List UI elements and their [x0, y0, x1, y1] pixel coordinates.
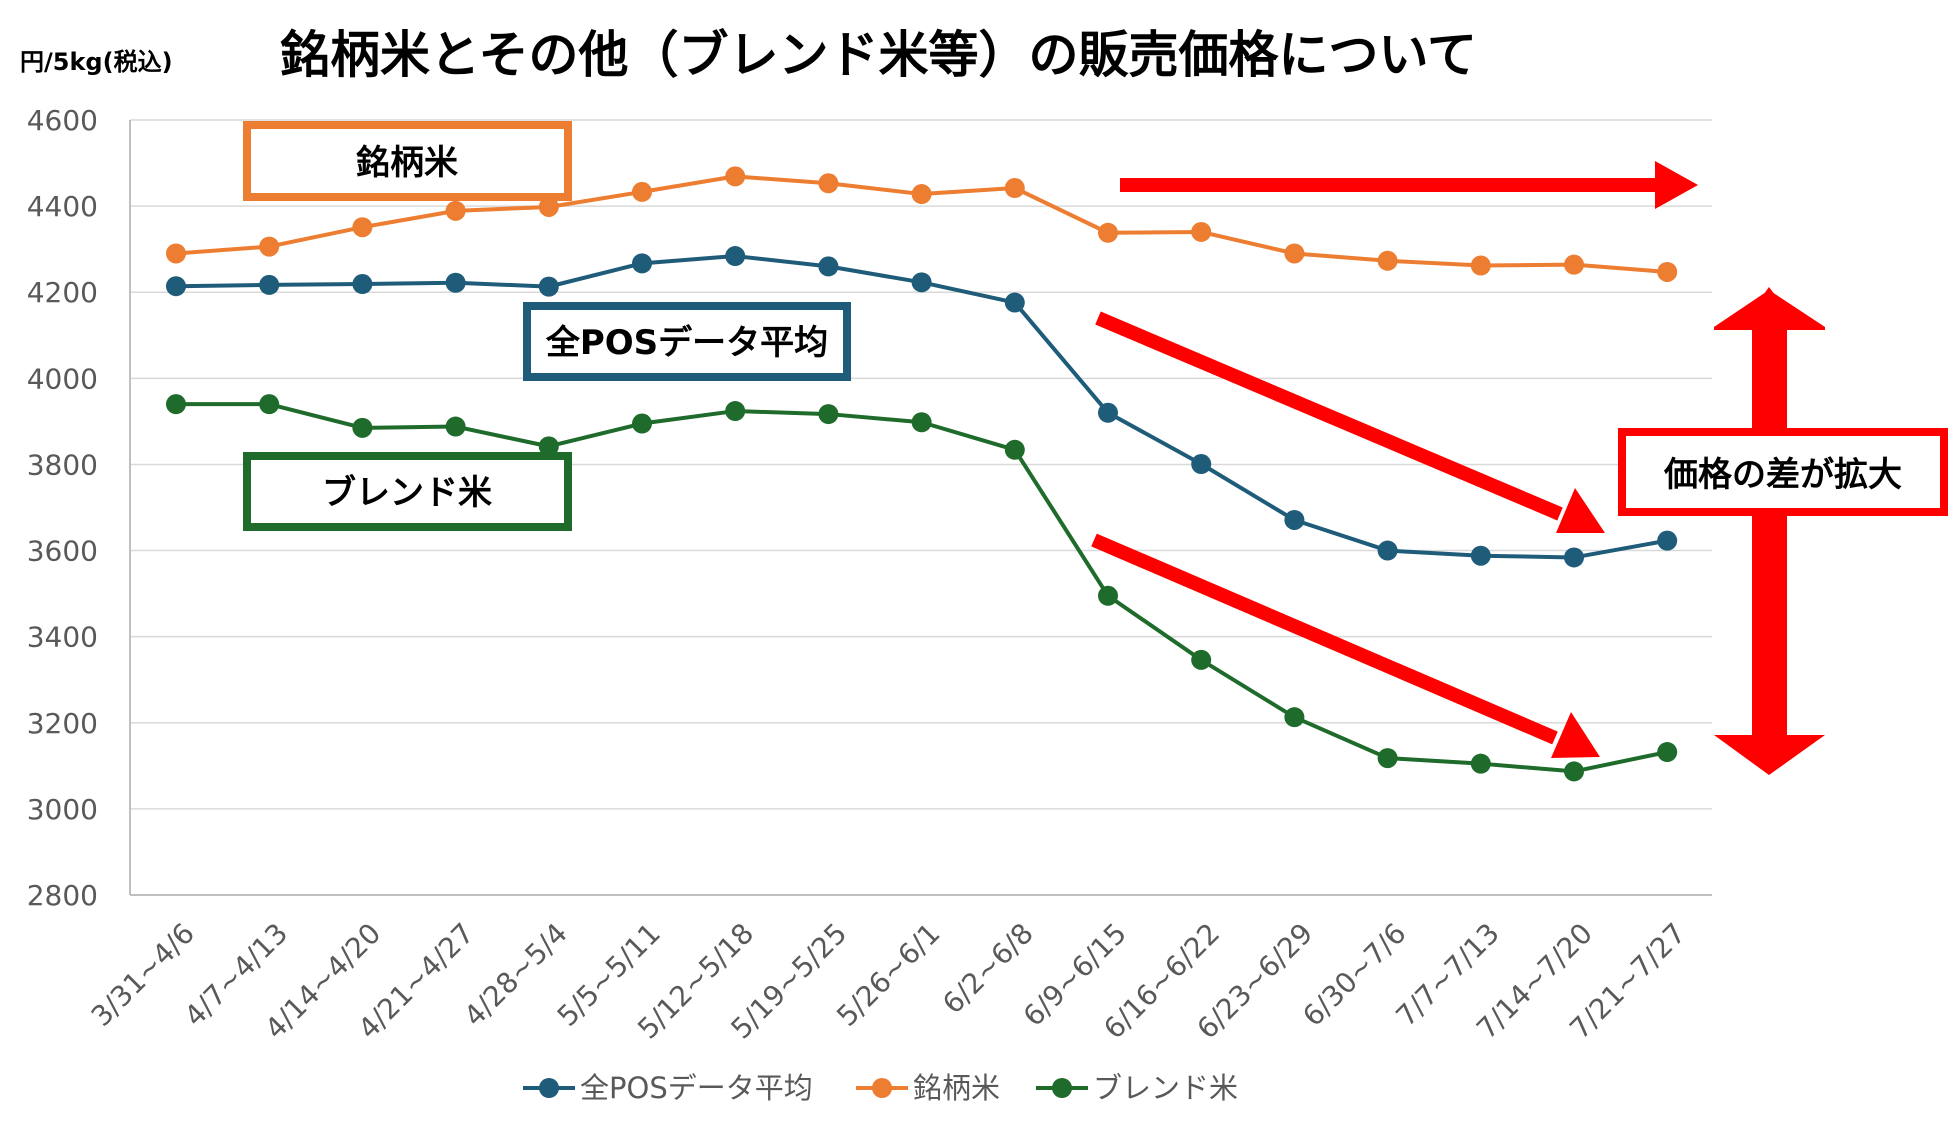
data-point-blend: [911, 412, 932, 433]
x-tick-labels: 3/31~4/64/7~4/134/14~4/204/21~4/274/28~5…: [85, 917, 1692, 1046]
data-point-blend: [1004, 439, 1025, 460]
data-point-all_pos: [1098, 402, 1118, 423]
brand-label-text: 銘柄米: [356, 143, 458, 183]
gap-label-box: 価格の差が拡大: [1618, 428, 1948, 516]
blend-label-text: ブレンド米: [322, 473, 492, 513]
flat-arrow: [1120, 161, 1698, 209]
data-point-all_pos: [538, 276, 559, 297]
data-point-blend: [259, 394, 280, 415]
data-point-brand: [1470, 255, 1491, 276]
data-point-brand: [1657, 261, 1678, 282]
y-tick-label: 4200: [27, 276, 98, 309]
data-point-all_pos: [1564, 547, 1584, 568]
y-tick-label: 3600: [27, 535, 98, 568]
y-tick-label: 2800: [27, 879, 98, 912]
data-point-brand: [445, 200, 466, 221]
y-tick-label: 3800: [27, 448, 98, 481]
data-point-blend: [725, 401, 746, 422]
data-point-all_pos: [1284, 509, 1305, 530]
data-point-brand: [259, 236, 280, 257]
y-axis-unit: 円/5kg(税込): [20, 48, 173, 76]
data-point-all_pos: [725, 246, 746, 267]
x-tick-label: 5/26~6/1: [830, 917, 946, 1033]
data-point-all_pos: [445, 272, 466, 293]
y-tick-label: 4600: [27, 104, 98, 137]
data-point-all_pos: [1470, 545, 1491, 566]
data-point-all_pos: [1657, 530, 1678, 551]
data-point-all_pos: [1377, 540, 1398, 561]
all-pos-label-text: 全POSデータ平均: [545, 323, 828, 363]
data-point-all_pos: [632, 253, 652, 274]
series-all_pos: [166, 246, 1678, 568]
data-point-blend: [1564, 761, 1584, 782]
y-tick-label: 4000: [27, 362, 98, 395]
y-tick-labels: 2800 3000 3200 3400 3600 3800 4000 4200 4400 4600: [27, 104, 98, 912]
y-tick-label: 4400: [27, 190, 98, 223]
data-point-blend: [632, 413, 652, 434]
gap-double-arrow: [1714, 287, 1825, 775]
data-point-brand: [166, 243, 186, 264]
data-point-brand: [725, 166, 746, 187]
series-blend: [166, 394, 1678, 782]
data-point-brand: [911, 184, 932, 205]
data-point-all_pos: [911, 272, 932, 293]
y-tick-label: 3400: [27, 621, 98, 654]
decline-arrow-upper: [1095, 311, 1605, 533]
data-point-brand: [1377, 250, 1398, 271]
data-point-blend: [1284, 707, 1305, 728]
gap-label-text: 価格の差が拡大: [1663, 455, 1902, 495]
data-point-brand: [352, 217, 373, 238]
legend: 全POSデータ平均 銘柄米 ブレンド米: [523, 1071, 1238, 1105]
data-point-brand: [1191, 221, 1212, 242]
series-brand: [166, 166, 1678, 282]
data-point-brand: [1004, 178, 1025, 199]
brand-label-box: 銘柄米: [243, 121, 572, 201]
chart-title: 銘柄米とその他（ブレンド米等）の販売価格について: [280, 26, 1477, 84]
data-point-all_pos: [259, 274, 280, 295]
data-point-all_pos: [818, 256, 839, 277]
series-lines: [166, 166, 1678, 782]
data-point-blend: [1470, 753, 1491, 774]
data-point-blend: [1191, 649, 1212, 670]
data-point-blend: [352, 417, 373, 438]
data-point-brand: [818, 173, 839, 194]
data-point-blend: [818, 404, 839, 425]
decline-arrow-lower: [1091, 533, 1600, 758]
blend-label-box: ブレンド米: [243, 452, 572, 531]
data-point-blend: [538, 436, 559, 457]
y-tick-label: 3000: [27, 793, 98, 826]
data-point-brand: [1284, 243, 1305, 264]
data-point-all_pos: [1191, 454, 1212, 475]
data-point-all_pos: [352, 274, 373, 295]
data-point-brand: [1098, 222, 1118, 243]
legend-item-all-pos: 全POSデータ平均: [523, 1071, 813, 1105]
data-point-brand: [1564, 254, 1584, 275]
all-pos-label-box: 全POSデータ平均: [523, 302, 851, 381]
y-tick-label: 3200: [27, 707, 98, 740]
data-point-blend: [1657, 742, 1678, 763]
legend-label-brand: 銘柄米: [913, 1071, 1000, 1105]
legend-item-blend: ブレンド米: [1036, 1071, 1238, 1105]
data-point-blend: [445, 416, 466, 437]
data-point-blend: [1377, 748, 1398, 769]
data-point-all_pos: [1004, 292, 1025, 313]
data-point-brand: [632, 181, 652, 202]
legend-item-brand: 銘柄米: [856, 1071, 1000, 1105]
data-point-all_pos: [166, 276, 186, 297]
data-point-blend: [166, 394, 186, 415]
data-point-brand: [538, 196, 559, 217]
data-point-blend: [1098, 585, 1118, 606]
legend-label-blend: ブレンド米: [1093, 1071, 1238, 1105]
legend-label-all-pos: 全POSデータ平均: [580, 1071, 813, 1105]
axes: [129, 120, 1712, 896]
